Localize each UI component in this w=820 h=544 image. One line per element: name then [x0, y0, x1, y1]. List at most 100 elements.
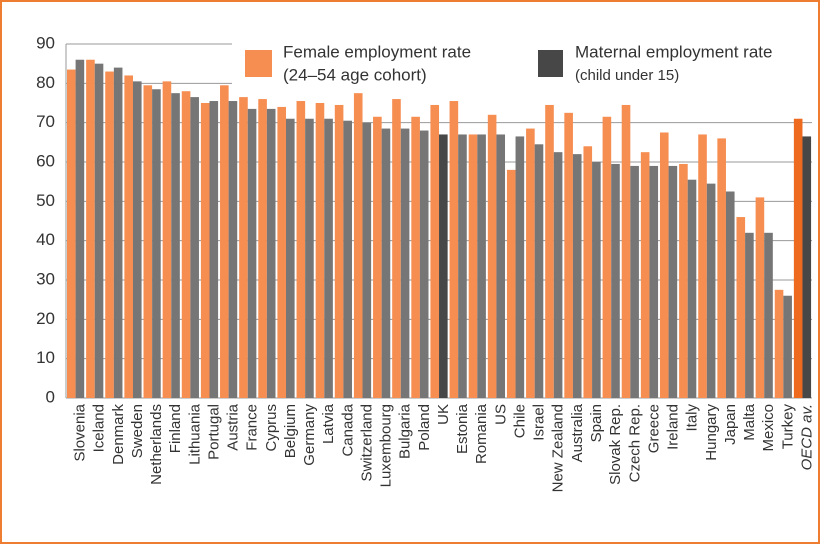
bar [362, 122, 372, 399]
x-tick-label: Cyprus [263, 404, 280, 452]
x-tick-label: Mexico [760, 404, 777, 452]
x-tick-label: US [492, 404, 509, 425]
y-tick-label: 60 [36, 151, 55, 170]
bar [132, 81, 142, 398]
bar [679, 163, 688, 398]
bar [717, 138, 726, 398]
bar [392, 99, 401, 399]
legend-swatch [245, 50, 272, 77]
x-tick-label: Sweden [129, 404, 146, 458]
bar [745, 232, 754, 398]
x-tick-label: Slovak Rep. [607, 404, 624, 485]
bar [458, 134, 467, 398]
bar [75, 59, 85, 398]
y-tick-label: 40 [36, 230, 55, 249]
bar [305, 118, 314, 398]
x-tick-label: Italy [684, 404, 701, 432]
x-tick-label: Ireland [665, 404, 682, 450]
bar [220, 85, 229, 399]
bar [449, 101, 459, 399]
x-tick-label: Bulgaria [397, 403, 414, 459]
bar [200, 103, 210, 398]
bar [764, 232, 773, 398]
x-tick-label: UK [435, 404, 452, 425]
x-tick-label: Hungary [703, 404, 720, 461]
bar [113, 67, 123, 398]
bar [353, 93, 363, 399]
x-tick-label: Germany [301, 404, 318, 466]
bar [239, 97, 248, 398]
bar [698, 134, 707, 398]
bar [400, 128, 410, 399]
x-tick-label: Australia [569, 403, 586, 462]
bar [583, 146, 593, 398]
x-tick-label: Israel [531, 404, 548, 441]
x-tick-label: Poland [416, 404, 433, 451]
bar [736, 217, 746, 398]
bar [152, 89, 161, 398]
x-tick-label: Romania [473, 403, 490, 464]
bar [706, 183, 716, 398]
x-tick-label: Denmark [110, 404, 127, 465]
bar [266, 108, 276, 399]
bar [181, 91, 191, 398]
x-tick-label: Malta [741, 403, 758, 440]
bar [247, 108, 257, 399]
bar [649, 165, 659, 398]
legend-label: Maternal employment rate [575, 42, 772, 61]
bar [659, 132, 669, 398]
x-tick-label: Netherlands [148, 404, 165, 485]
x-tick-label: Canada [339, 403, 356, 456]
bar [430, 104, 440, 398]
bar [725, 191, 735, 398]
y-tick-label: 0 [46, 387, 55, 406]
bar [526, 128, 535, 399]
bar [621, 104, 631, 398]
bar [67, 69, 76, 399]
bar [755, 197, 765, 398]
bar [611, 163, 620, 398]
x-tick-label: Japan [722, 404, 739, 445]
bar [162, 81, 172, 398]
bar [468, 134, 478, 398]
legend-background [232, 40, 814, 90]
bar [228, 101, 238, 399]
x-tick-label: Luxembourg [378, 404, 395, 487]
bar [324, 118, 333, 398]
bar [171, 93, 180, 399]
x-tick-label: OECD av. [798, 404, 815, 470]
bar [105, 71, 114, 399]
bar [564, 112, 573, 398]
bar [343, 120, 352, 398]
bar [515, 136, 525, 398]
bar [86, 59, 95, 398]
bar [534, 144, 544, 398]
bar [419, 130, 429, 399]
bar [553, 152, 563, 398]
bar [209, 101, 219, 399]
bar [296, 101, 306, 399]
x-tick-label: Finland [167, 404, 184, 453]
x-tick-label: Greece [645, 404, 662, 453]
bar [640, 152, 650, 398]
y-tick-label: 20 [36, 309, 55, 328]
x-tick-label: Latvia [320, 403, 337, 444]
bar [687, 179, 697, 398]
bar [94, 63, 104, 399]
bar [487, 114, 497, 399]
bar [124, 75, 133, 398]
bar [411, 116, 420, 399]
x-tick-label: Slovenia [72, 403, 89, 461]
bar [439, 134, 448, 398]
bar [592, 162, 601, 398]
x-tick-label: Austria [225, 403, 242, 450]
bar [802, 136, 812, 398]
y-tick-label: 70 [36, 112, 55, 131]
bar [477, 134, 486, 398]
y-tick-label: 30 [36, 269, 55, 288]
x-tick-label: Portugal [205, 404, 222, 460]
bar [496, 134, 506, 398]
y-tick-label: 50 [36, 191, 55, 210]
